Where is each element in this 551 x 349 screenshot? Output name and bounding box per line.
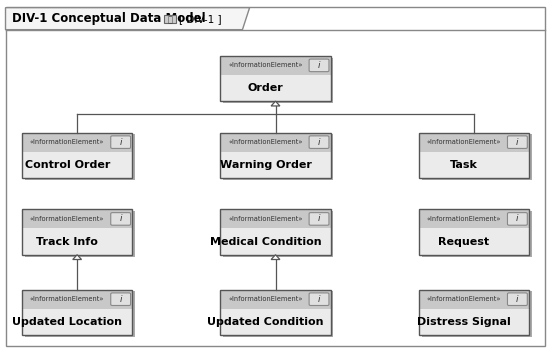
FancyBboxPatch shape <box>22 229 132 255</box>
Text: «InformationElement»: «InformationElement» <box>30 139 105 145</box>
Text: DIV-1 Conceptual Data Model: DIV-1 Conceptual Data Model <box>12 12 206 25</box>
Text: Control Order: Control Order <box>25 160 110 170</box>
FancyBboxPatch shape <box>419 133 529 152</box>
Text: «InformationElement»: «InformationElement» <box>30 296 105 302</box>
FancyBboxPatch shape <box>309 293 329 305</box>
FancyBboxPatch shape <box>220 309 331 335</box>
Text: i: i <box>318 61 320 70</box>
Text: i: i <box>516 214 518 223</box>
FancyBboxPatch shape <box>223 291 333 337</box>
FancyBboxPatch shape <box>419 152 529 178</box>
Polygon shape <box>271 101 280 106</box>
Text: [ DIV-1 ]: [ DIV-1 ] <box>179 14 222 24</box>
FancyBboxPatch shape <box>220 75 331 101</box>
FancyBboxPatch shape <box>22 209 132 229</box>
Text: i: i <box>318 214 320 223</box>
FancyBboxPatch shape <box>507 293 527 305</box>
Text: Track Info: Track Info <box>36 237 98 247</box>
FancyBboxPatch shape <box>223 58 333 103</box>
FancyBboxPatch shape <box>6 7 545 346</box>
FancyBboxPatch shape <box>223 134 333 180</box>
FancyBboxPatch shape <box>22 152 132 178</box>
Polygon shape <box>271 255 280 260</box>
FancyBboxPatch shape <box>111 293 131 305</box>
FancyBboxPatch shape <box>111 136 131 148</box>
Text: i: i <box>120 295 122 304</box>
Text: «InformationElement»: «InformationElement» <box>30 216 105 222</box>
FancyBboxPatch shape <box>22 290 132 309</box>
FancyBboxPatch shape <box>309 136 329 148</box>
FancyBboxPatch shape <box>422 291 532 337</box>
FancyBboxPatch shape <box>419 229 529 255</box>
Text: Distress Signal: Distress Signal <box>417 317 511 327</box>
Text: «InformationElement»: «InformationElement» <box>426 296 501 302</box>
FancyBboxPatch shape <box>220 133 331 152</box>
FancyBboxPatch shape <box>507 213 527 225</box>
FancyBboxPatch shape <box>25 134 135 180</box>
Text: i: i <box>318 138 320 147</box>
Text: Updated Location: Updated Location <box>12 317 122 327</box>
Text: Order: Order <box>248 83 283 93</box>
Text: «InformationElement»: «InformationElement» <box>426 139 501 145</box>
FancyBboxPatch shape <box>507 136 527 148</box>
Text: Task: Task <box>450 160 478 170</box>
FancyBboxPatch shape <box>220 290 331 309</box>
Text: i: i <box>516 295 518 304</box>
FancyBboxPatch shape <box>22 309 132 335</box>
Text: i: i <box>318 295 320 304</box>
Text: ⎙: ⎙ <box>168 15 172 24</box>
Text: «InformationElement»: «InformationElement» <box>228 216 303 222</box>
FancyBboxPatch shape <box>220 152 331 178</box>
Text: Medical Condition: Medical Condition <box>210 237 321 247</box>
FancyBboxPatch shape <box>309 59 329 72</box>
FancyBboxPatch shape <box>419 309 529 335</box>
Text: «InformationElement»: «InformationElement» <box>228 296 303 302</box>
Text: Request: Request <box>439 237 489 247</box>
Text: «InformationElement»: «InformationElement» <box>426 216 501 222</box>
Text: i: i <box>120 138 122 147</box>
FancyBboxPatch shape <box>419 290 529 309</box>
Polygon shape <box>73 255 82 260</box>
FancyBboxPatch shape <box>22 133 132 152</box>
FancyBboxPatch shape <box>422 134 532 180</box>
FancyBboxPatch shape <box>419 209 529 229</box>
FancyBboxPatch shape <box>25 291 135 337</box>
FancyBboxPatch shape <box>309 213 329 225</box>
Text: i: i <box>120 214 122 223</box>
FancyBboxPatch shape <box>220 209 331 229</box>
FancyBboxPatch shape <box>220 229 331 255</box>
FancyBboxPatch shape <box>422 211 532 257</box>
Text: «InformationElement»: «InformationElement» <box>228 139 303 145</box>
Text: Warning Order: Warning Order <box>220 160 311 170</box>
Text: i: i <box>516 138 518 147</box>
Polygon shape <box>6 8 250 30</box>
FancyBboxPatch shape <box>220 56 331 75</box>
FancyBboxPatch shape <box>223 211 333 257</box>
FancyBboxPatch shape <box>164 15 176 23</box>
FancyBboxPatch shape <box>25 211 135 257</box>
FancyBboxPatch shape <box>111 213 131 225</box>
Text: Updated Condition: Updated Condition <box>207 317 324 327</box>
Text: «InformationElement»: «InformationElement» <box>228 62 303 68</box>
